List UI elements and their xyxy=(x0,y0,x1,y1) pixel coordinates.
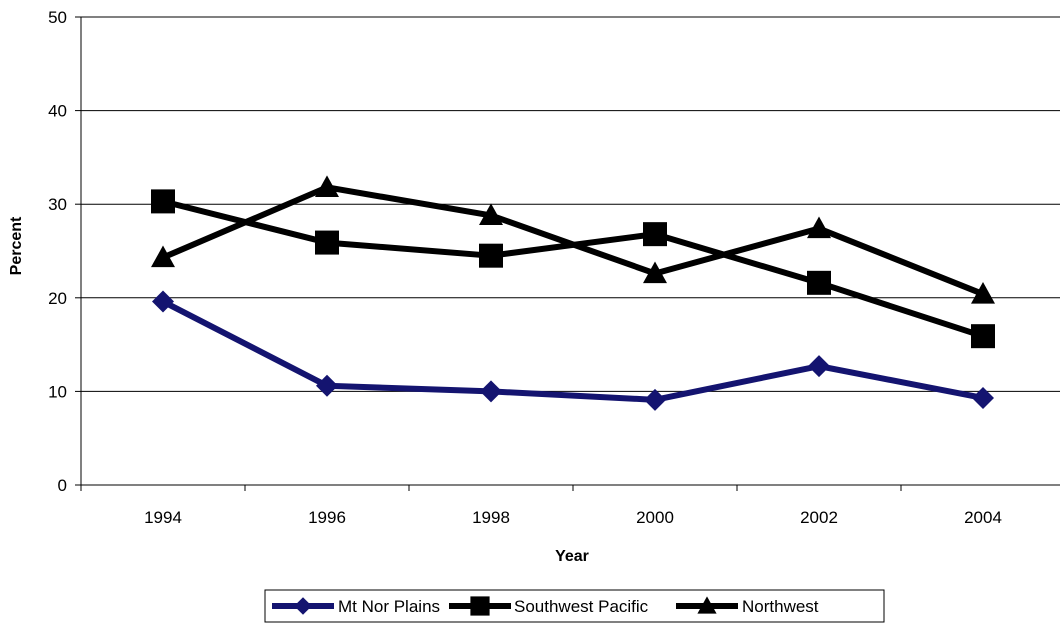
series-group xyxy=(151,175,995,411)
x-tick-label: 1994 xyxy=(144,508,182,527)
data-point-square xyxy=(971,324,995,349)
x-tick-label: 2004 xyxy=(964,508,1002,527)
legend-item: Southwest Pacific xyxy=(449,596,649,616)
series-line xyxy=(161,298,984,403)
legend: Mt Nor Plains Southwest Pacific Northwest xyxy=(264,589,885,623)
y-tick-label: 10 xyxy=(48,382,67,401)
x-tick-label: 2002 xyxy=(800,508,838,527)
axes: 0 10 20 30 40 50 1994 1996 1998 2000 2002 2004 xyxy=(48,8,1060,527)
y-tick-label: 0 xyxy=(58,476,67,495)
legend-item: Northwest xyxy=(676,596,819,616)
data-point-diamond xyxy=(644,388,666,411)
data-point-triangle xyxy=(479,203,503,226)
data-point-square xyxy=(479,243,503,268)
data-point-triangle xyxy=(151,245,175,268)
y-tick-label: 30 xyxy=(48,195,67,214)
series-line xyxy=(162,198,984,340)
legend-box xyxy=(264,589,885,623)
data-point-triangle xyxy=(807,216,831,239)
series-southwest-pacific xyxy=(151,189,995,349)
data-point-square xyxy=(151,189,175,214)
legend-item: Mt Nor Plains xyxy=(272,597,440,616)
data-point-triangle xyxy=(643,261,667,284)
x-tick-label: 2000 xyxy=(636,508,674,527)
data-point-diamond xyxy=(808,355,830,378)
data-point-diamond xyxy=(480,380,502,403)
data-point-square xyxy=(643,222,667,247)
data-point-triangle xyxy=(697,596,717,614)
legend-label: Southwest Pacific xyxy=(514,597,649,616)
data-point-diamond xyxy=(294,597,312,615)
data-point-diamond xyxy=(972,386,994,409)
axis-labels: Percent Year xyxy=(8,216,589,565)
data-point-diamond xyxy=(152,290,174,313)
series-northwest xyxy=(151,175,995,304)
data-point-square xyxy=(807,270,831,295)
y-axis-title: Percent xyxy=(8,216,25,275)
data-point-triangle xyxy=(971,282,995,304)
y-tick-label: 50 xyxy=(48,8,67,27)
y-tick-label: 20 xyxy=(48,289,67,308)
data-point-square xyxy=(470,596,490,616)
data-point-triangle xyxy=(315,175,339,197)
x-tick-label: 1996 xyxy=(308,508,346,527)
series-line xyxy=(161,184,985,297)
x-axis-title: Year xyxy=(555,548,589,565)
gridlines xyxy=(81,16,1060,392)
y-tick-label: 40 xyxy=(48,102,67,121)
data-point-diamond xyxy=(316,374,338,397)
legend-label: Mt Nor Plains xyxy=(338,597,440,616)
series-mt-nor-plains xyxy=(152,290,994,411)
legend-label: Northwest xyxy=(742,597,819,616)
data-point-square xyxy=(315,230,339,255)
x-tick-label: 1998 xyxy=(472,508,510,527)
